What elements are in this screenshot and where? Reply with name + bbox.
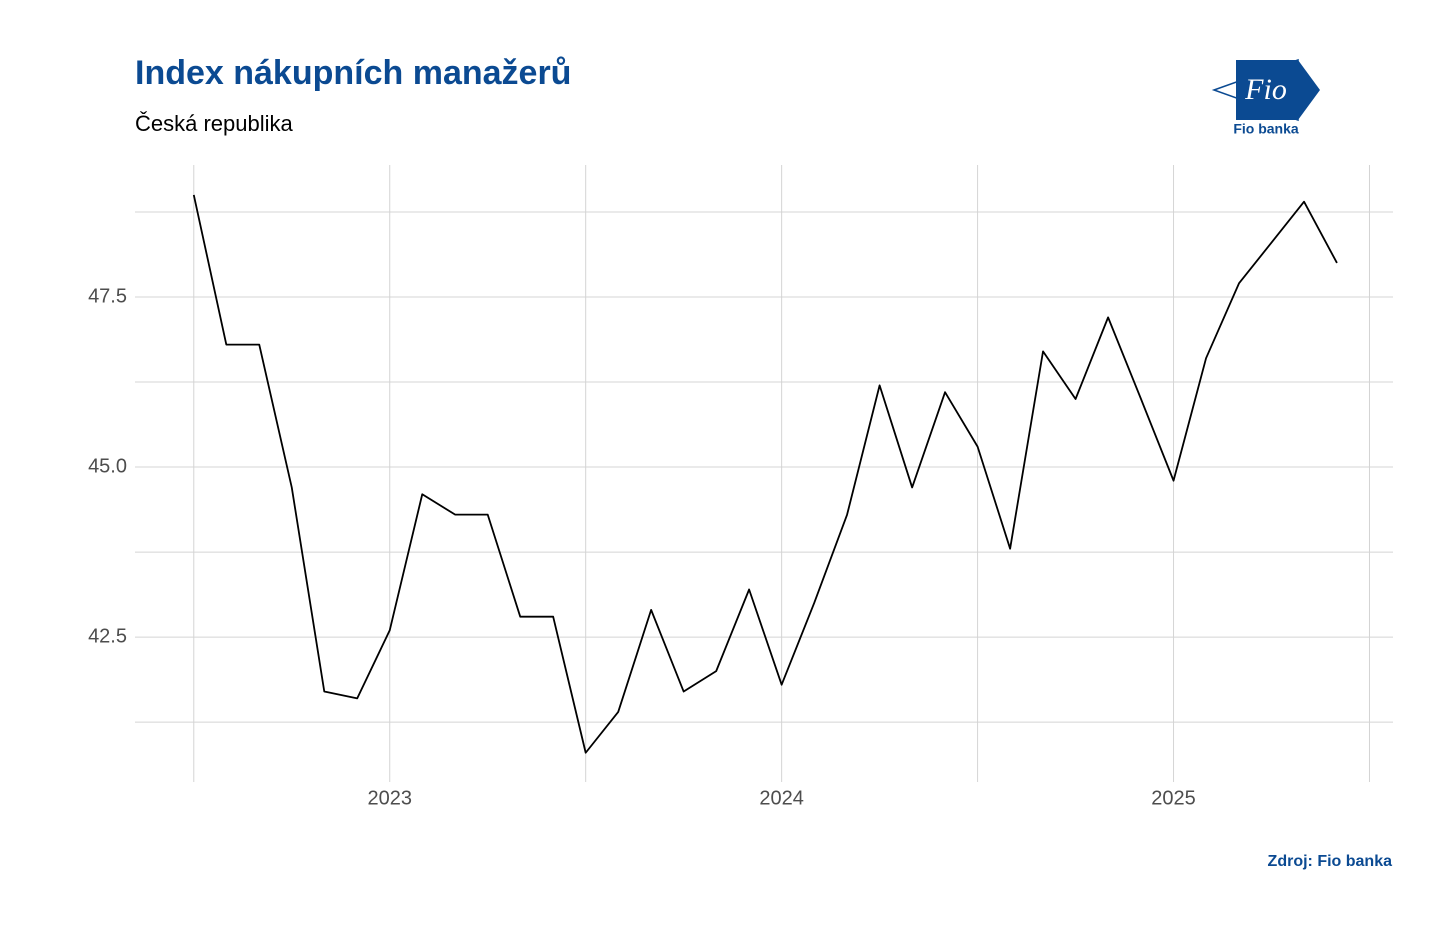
chart-subtitle: Česká republika — [135, 111, 294, 136]
chart-title: Index nákupních manažerů — [135, 54, 571, 92]
line — [192, 194, 1338, 754]
logo-shape — [1236, 60, 1320, 120]
y-tick-label: 47.5 — [88, 285, 127, 307]
y-tick-label: 45.0 — [88, 455, 127, 477]
logo-mark: Fio — [1244, 73, 1287, 106]
x-tick-label: 2023 — [367, 787, 412, 809]
x-tick-label: 2025 — [1151, 787, 1196, 809]
logo: Fio Fio banka — [1211, 58, 1320, 137]
y-tick-label: 42.5 — [88, 625, 127, 647]
logo-name: Fio banka — [1233, 121, 1299, 137]
x-tick-label: 2024 — [759, 787, 804, 809]
source: Zdroj: Fio banka — [1268, 853, 1393, 870]
